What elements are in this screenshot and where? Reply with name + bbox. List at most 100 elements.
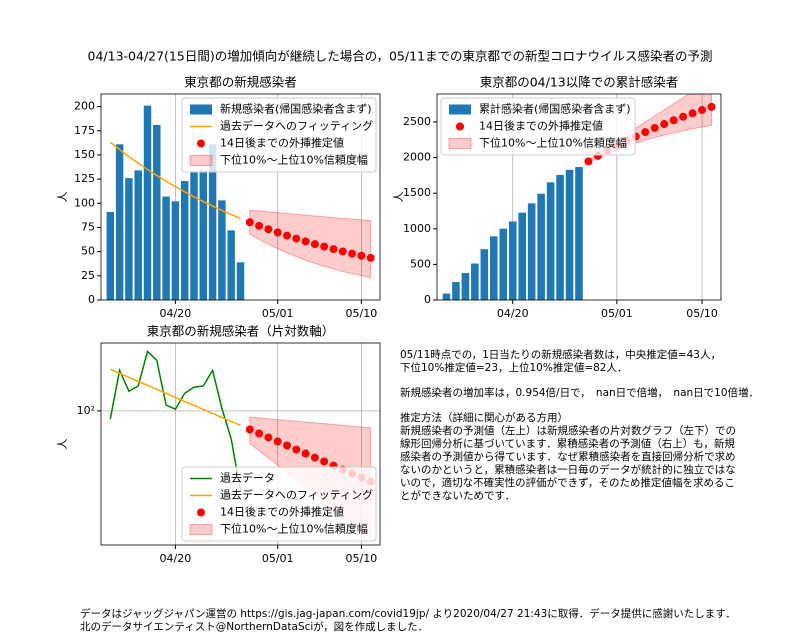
point (366, 253, 375, 262)
y-tick-label: 2000 (403, 151, 431, 164)
note-line: 感染者の予測値から得ています．なぜ累積感染者を直接回帰分析で求め (400, 450, 736, 463)
bar (499, 228, 508, 300)
legend-label: 過去データへのフィッティング (220, 488, 373, 502)
bar (208, 144, 217, 300)
point (660, 120, 669, 129)
legend-label: 下位10%～上位10%信頼度幅 (220, 522, 368, 536)
legend-label: 過去データ (220, 471, 275, 485)
x-tick-label: 05/01 (262, 307, 294, 320)
note-line: とができないためです． (400, 489, 515, 502)
legend-swatch (448, 138, 472, 149)
y-tick-label: 175 (74, 124, 95, 137)
bar (227, 230, 235, 300)
legend-swatch (197, 508, 205, 517)
point (707, 102, 716, 111)
chart-title: 東京都の新規感染者 (184, 75, 297, 90)
point (301, 237, 310, 246)
x-tick-label: 04/20 (497, 307, 529, 320)
legend-box (440, 97, 636, 156)
point (273, 437, 282, 446)
y-tick-label: 200 (74, 100, 95, 113)
x-tick-label: 04/20 (160, 307, 192, 320)
point (292, 445, 301, 454)
bar (143, 105, 152, 300)
figure-title: 04/13-04/27(15日間)の増加傾向が継続した場合の，05/11までの東… (88, 49, 713, 64)
chart: 東京都の新規感染者（片対数軸） 人 04/20 05/01 05/10 10² 過去データ過… (56, 324, 381, 565)
legend-swatch (190, 104, 212, 115)
legend-label: 14日後までの外挿推定値 (220, 505, 344, 519)
legend-swatch (197, 139, 205, 148)
point (255, 429, 264, 438)
point (641, 128, 650, 137)
y-axis-label: 人 (56, 439, 69, 450)
y-tick-label: 25 (81, 269, 95, 282)
point (584, 157, 593, 166)
point (679, 112, 688, 121)
note-line: ないのかというと，累積感染者は一日毎のデータが統計的に独立ではな (400, 463, 736, 476)
point (264, 225, 273, 234)
line (110, 368, 241, 427)
point (301, 449, 310, 458)
y-tick-label: 0 (88, 293, 95, 306)
bar (171, 201, 180, 300)
bar (125, 178, 133, 300)
bar (518, 212, 526, 300)
line (109, 350, 242, 492)
axes-frame (436, 93, 722, 301)
point (338, 247, 347, 256)
plot-area (442, 94, 716, 300)
legend-swatch (189, 155, 213, 166)
bar (461, 273, 470, 300)
y-tick-label: 125 (74, 172, 95, 185)
x-tick-label: 05/01 (262, 552, 294, 565)
legend-label: 14日後までの外挿推定値 (220, 136, 344, 150)
bar (180, 181, 189, 300)
point (273, 228, 282, 237)
y-tick-label: 100 (74, 196, 95, 209)
y-axis-label: 人 (56, 192, 69, 203)
point (329, 245, 338, 254)
bar (190, 172, 198, 300)
bar (442, 293, 451, 300)
axes-frame (100, 93, 381, 301)
y-tick-label: 0 (424, 293, 431, 306)
point (310, 453, 319, 462)
bar (162, 196, 170, 300)
x-tick-label: 05/10 (346, 552, 378, 565)
note-line: 下位10%推定値=23，上位10%推定値=82人． (400, 361, 628, 374)
bar (565, 169, 574, 300)
bar (236, 262, 245, 300)
note-line: 線形回帰分析に基づいています．累積感染者の予測値（右上）も，新規 (400, 437, 735, 450)
bar (452, 282, 460, 300)
point (688, 109, 697, 118)
point (669, 116, 678, 125)
legend-box (181, 97, 377, 173)
bar (575, 167, 583, 300)
note-line: 05/11時点での，1日当たりの新規感染者数は，中央推定値=43人， (400, 348, 721, 361)
point (698, 106, 707, 115)
legend-label: 累計感染者(帰国感染者含まず) (479, 102, 631, 116)
point (292, 234, 301, 243)
legend-swatch (189, 524, 213, 535)
y-tick-label: 1500 (403, 186, 431, 199)
point (245, 425, 254, 434)
bar (153, 124, 161, 300)
bar (218, 200, 226, 300)
legend-swatch (449, 104, 471, 115)
footer-line: 北のデータサイエンティスト@NorthernDataSciが，図を作成しました． (80, 620, 428, 633)
y-tick-label: 10² (77, 404, 95, 417)
bar (471, 263, 479, 300)
bar (556, 174, 564, 300)
bar (546, 182, 555, 300)
bar (115, 144, 124, 300)
chart-title: 東京都の04/13以降での累計感染者 (480, 75, 679, 90)
y-tick-label: 2500 (403, 115, 431, 128)
bar (490, 236, 498, 300)
note-line: 新規感染者の増加率は，0.954倍/日で， nan日で倍増， nan日で10倍増… (400, 386, 759, 399)
point (320, 242, 329, 251)
legend-label: 下位10%～上位10%信頼度幅 (479, 136, 627, 150)
legend-label: 新規感染者(帰国感染者含まず) (220, 102, 372, 116)
